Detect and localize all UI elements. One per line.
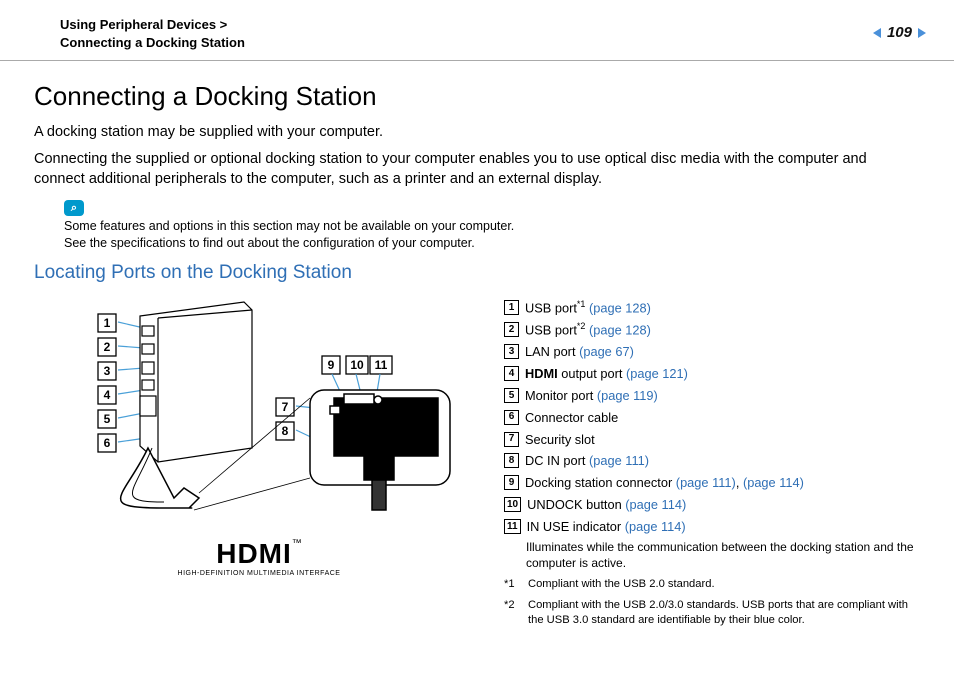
- legend-text: UNDOCK button (page 114): [527, 495, 686, 515]
- legend-item: 2 USB port*2 (page 128): [504, 320, 920, 340]
- svg-text:6: 6: [104, 436, 111, 450]
- legend-item: 3 LAN port (page 67): [504, 342, 920, 362]
- svg-text:3: 3: [104, 364, 111, 378]
- legend-item: 7 Security slot: [504, 430, 920, 450]
- legend-text: IN USE indicator (page 114): [527, 517, 686, 537]
- legend-number-box: 7: [504, 432, 519, 447]
- breadcrumb-line-2: Connecting a Docking Station: [60, 34, 245, 52]
- legend-item: 10 UNDOCK button (page 114): [504, 495, 920, 515]
- svg-text:4: 4: [104, 388, 111, 402]
- legend-text: DC IN port (page 111): [525, 451, 649, 471]
- intro-paragraph-2: Connecting the supplied or optional dock…: [34, 149, 920, 190]
- intro-text: A docking station may be supplied with y…: [34, 122, 920, 189]
- legend-number-box: 8: [504, 453, 519, 468]
- subheading: Locating Ports on the Docking Station: [34, 262, 920, 284]
- note-line-1: Some features and options in this sectio…: [64, 218, 920, 235]
- legend-text: LAN port (page 67): [525, 342, 634, 362]
- footnote: *1 Compliant with the USB 2.0 standard.: [504, 577, 920, 592]
- prev-page-arrow-icon[interactable]: [873, 28, 881, 38]
- legend-item: 4 HDMI output port (page 121): [504, 364, 920, 384]
- footnote-text: Compliant with the USB 2.0/3.0 standards…: [528, 598, 920, 628]
- legend-item: 1 USB port*1 (page 128): [504, 298, 920, 318]
- footnote-marker: *2: [504, 598, 518, 628]
- svg-text:10: 10: [350, 358, 364, 372]
- legend-item: 6 Connector cable: [504, 408, 920, 428]
- legend-number-box: 2: [504, 322, 519, 337]
- page-link[interactable]: (page 121): [622, 366, 687, 381]
- legend-number-box: 11: [504, 519, 521, 534]
- legend-text: USB port*1 (page 128): [525, 298, 651, 318]
- legend-number-box: 3: [504, 344, 519, 359]
- hdmi-subtitle: HIGH-DEFINITION MULTIMEDIA INTERFACE: [34, 570, 484, 577]
- page-link[interactable]: (page 128): [585, 322, 650, 337]
- legend-number-box: 1: [504, 300, 519, 315]
- legend-number-box: 10: [504, 497, 521, 512]
- legend-text: USB port*2 (page 128): [525, 320, 651, 340]
- note-box: ⌕ Some features and options in this sect…: [34, 199, 920, 252]
- legend-number-box: 6: [504, 410, 519, 425]
- legend-text: HDMI output port (page 121): [525, 364, 688, 384]
- footnote-text: Compliant with the USB 2.0 standard.: [528, 577, 715, 592]
- legend-text: Docking station connector (page 111), (p…: [525, 473, 804, 493]
- legend-item: 11 IN USE indicator (page 114): [504, 517, 920, 537]
- intro-paragraph-1: A docking station may be supplied with y…: [34, 122, 920, 142]
- magnifier-icon: ⌕: [64, 200, 84, 216]
- svg-text:7: 7: [282, 400, 289, 414]
- hdmi-trademark: ™: [292, 538, 302, 549]
- svg-text:9: 9: [328, 358, 335, 372]
- legend-column: 1 USB port*1 (page 128) 2 USB port*2 (page …: [504, 298, 920, 628]
- legend-number-box: 5: [504, 388, 519, 403]
- hdmi-logo: HDMI™ HIGH-DEFINITION MULTIMEDIA INTERFA…: [34, 538, 484, 577]
- hdmi-wordmark: HDMI: [216, 538, 292, 569]
- page-link[interactable]: (page 128): [585, 300, 650, 315]
- note-line-2: See the specifications to find out about…: [64, 235, 920, 252]
- svg-text:8: 8: [282, 424, 289, 438]
- page-link[interactable]: (page 111): [585, 453, 649, 468]
- diagram-column: 1 2 3 4 5 6: [34, 298, 484, 577]
- svg-text:5: 5: [104, 412, 111, 426]
- page-link[interactable]: (page 114): [621, 519, 686, 534]
- svg-text:2: 2: [104, 340, 111, 354]
- legend-item: 9 Docking station connector (page 111), (…: [504, 473, 920, 493]
- page-link[interactable]: (page 67): [576, 344, 634, 359]
- legend-item: 8 DC IN port (page 111): [504, 451, 920, 471]
- page-link[interactable]: (page 114): [743, 475, 804, 490]
- legend-detail: Illuminates while the communication betw…: [526, 539, 920, 571]
- docking-station-diagram: 1 2 3 4 5 6: [34, 298, 464, 528]
- footnote: *2 Compliant with the USB 2.0/3.0 standar…: [504, 598, 920, 628]
- page-link[interactable]: (page 111): [672, 475, 736, 490]
- legend-text: Connector cable: [525, 408, 618, 428]
- page-link[interactable]: (page 119): [593, 388, 658, 403]
- legend-number-box: 9: [504, 475, 519, 490]
- footnote-marker: *1: [504, 577, 518, 592]
- page-link[interactable]: (page 114): [622, 497, 687, 512]
- page-header: Using Peripheral Devices > Connecting a …: [0, 0, 954, 61]
- breadcrumb: Using Peripheral Devices > Connecting a …: [60, 16, 245, 52]
- next-page-arrow-icon[interactable]: [918, 28, 926, 38]
- legend-text: Security slot: [525, 430, 595, 450]
- breadcrumb-line-1: Using Peripheral Devices >: [60, 16, 245, 34]
- page-number: 109: [887, 24, 912, 41]
- svg-text:1: 1: [104, 316, 111, 330]
- legend-number-box: 4: [504, 366, 519, 381]
- legend-text: Monitor port (page 119): [525, 386, 658, 406]
- page-content: Connecting a Docking Station A docking s…: [0, 61, 954, 628]
- svg-text:11: 11: [375, 358, 388, 372]
- page-title: Connecting a Docking Station: [34, 81, 920, 112]
- legend-item: 5 Monitor port (page 119): [504, 386, 920, 406]
- page-number-nav: 109: [873, 16, 926, 41]
